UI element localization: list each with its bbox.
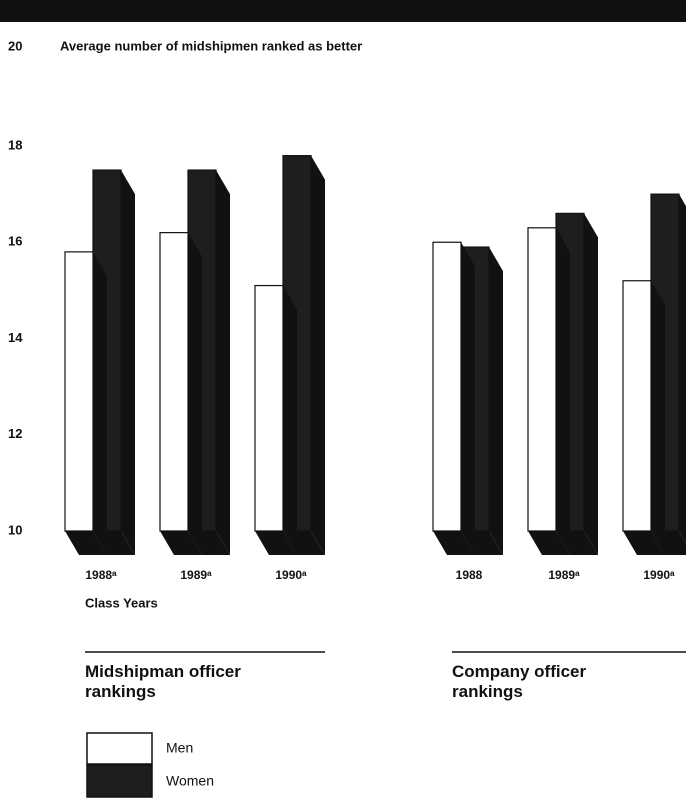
x-tick-label: 1988 [456, 568, 483, 582]
bar-side [216, 170, 230, 555]
legend-swatch [86, 764, 153, 798]
top-band [0, 0, 686, 22]
y-tick-label: 14 [8, 330, 23, 345]
bar [254, 284, 284, 532]
x-tick-label: 1989ᵃ [180, 568, 212, 582]
bar [159, 232, 189, 532]
figure-number: 20 [8, 38, 22, 53]
bar [622, 280, 652, 532]
bar-side [93, 251, 107, 555]
bar [64, 251, 94, 532]
legend-swatch [86, 732, 153, 765]
x-tick-label: 1988ᵃ [85, 568, 117, 582]
page-title: Average number of midshipmen ranked as b… [60, 38, 362, 53]
x-tick-label: 1990ᵃ [275, 568, 307, 582]
x-axis-label: Class Years [85, 595, 158, 610]
bar-side [461, 242, 475, 555]
bar-side [489, 247, 503, 555]
legend-label: Women [166, 773, 214, 789]
y-tick-label: 12 [8, 426, 22, 441]
y-tick-label: 18 [8, 137, 22, 152]
bar-side [188, 232, 202, 555]
bar-side [584, 213, 598, 555]
bar-side [556, 227, 570, 555]
y-tick-label: 16 [8, 234, 22, 249]
x-tick-label: 1989ᵃ [548, 568, 580, 582]
legend-label: Men [166, 740, 193, 756]
bar-side [679, 194, 686, 543]
bar-side [651, 280, 665, 555]
subplot-title: Company officer rankings [452, 662, 587, 701]
bar-side [121, 170, 135, 555]
bar-side [311, 155, 325, 555]
bar [432, 241, 462, 532]
x-tick-label: 1990ᵃ [643, 568, 675, 582]
bar-side [283, 285, 297, 555]
bar [527, 227, 557, 532]
y-tick-label: 10 [8, 522, 22, 537]
subplot-title: Midshipman officer rankings [85, 662, 241, 701]
